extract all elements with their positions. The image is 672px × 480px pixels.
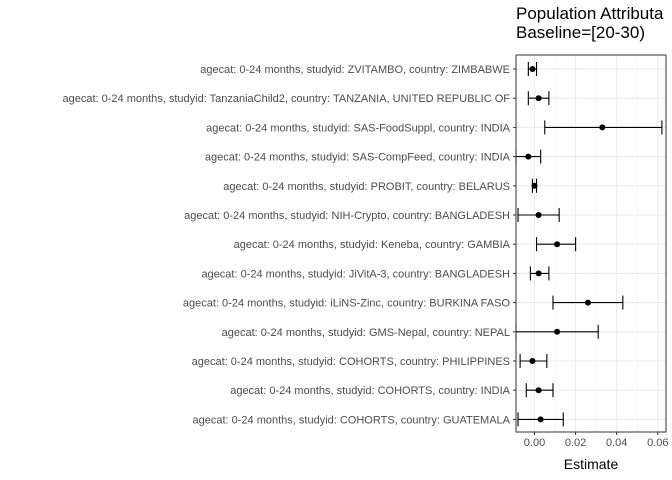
point-estimate xyxy=(535,95,542,102)
panel-background xyxy=(516,55,666,432)
y-tick-label: agecat: 0-24 months, studyid: NIH-Crypto… xyxy=(184,210,510,222)
y-tick-label: agecat: 0-24 months, studyid: COHORTS, c… xyxy=(193,414,511,426)
y-axis: agecat: 0-24 months, studyid: ZVITAMBO, … xyxy=(62,64,516,426)
y-tick-label: agecat: 0-24 months, studyid: TanzaniaCh… xyxy=(62,93,510,105)
point-estimate xyxy=(584,299,591,306)
y-tick-label: agecat: 0-24 months, studyid: SAS-CompFe… xyxy=(205,152,511,164)
y-tick-label: agecat: 0-24 months, studyid: PROBIT, co… xyxy=(223,181,510,193)
y-tick-label: agecat: 0-24 months, studyid: iLiNS-Zinc… xyxy=(183,298,511,310)
point-estimate xyxy=(529,358,536,364)
x-tick-label: 0.06 xyxy=(647,437,668,449)
panel-border xyxy=(515,54,667,433)
y-tick-label: agecat: 0-24 months, studyid: COHORTS, c… xyxy=(192,356,510,368)
y-tick-label: agecat: 0-24 months, studyid: COHORTS, c… xyxy=(230,385,510,397)
chart-title-line-2: Baseline=[20-30) xyxy=(516,23,646,42)
point-estimate xyxy=(535,270,542,277)
point-estimates xyxy=(525,66,606,423)
y-tick-label: agecat: 0-24 months, studyid: Keneba, co… xyxy=(234,239,511,251)
y-tick-label: agecat: 0-24 months, studyid: ZVITAMBO, … xyxy=(200,64,510,76)
x-axis: 0.00 0.02 0.04 0.06 xyxy=(524,432,668,449)
point-estimate xyxy=(535,212,542,218)
point-estimate xyxy=(554,241,561,248)
point-estimate xyxy=(599,124,606,131)
y-tick-label: agecat: 0-24 months, studyid: JiVitA-3, … xyxy=(201,268,510,280)
y-tick-label: agecat: 0-24 months, studyid: GMS-Nepal,… xyxy=(222,327,510,339)
point-estimate xyxy=(535,387,542,394)
point-estimate xyxy=(525,153,532,160)
x-tick-label: 0.04 xyxy=(606,437,627,449)
point-estimate xyxy=(531,182,538,189)
y-tick-label: agecat: 0-24 months, studyid: SAS-FoodSu… xyxy=(206,122,511,134)
point-estimate xyxy=(529,66,536,72)
chart-title-line-1: Population Attributa xyxy=(516,4,664,23)
x-axis-title: Estimate xyxy=(564,456,619,472)
x-tick-label: 0.02 xyxy=(565,437,586,449)
point-estimate xyxy=(554,328,561,335)
x-tick-label: 0.00 xyxy=(524,437,545,449)
point-estimate xyxy=(537,416,544,423)
